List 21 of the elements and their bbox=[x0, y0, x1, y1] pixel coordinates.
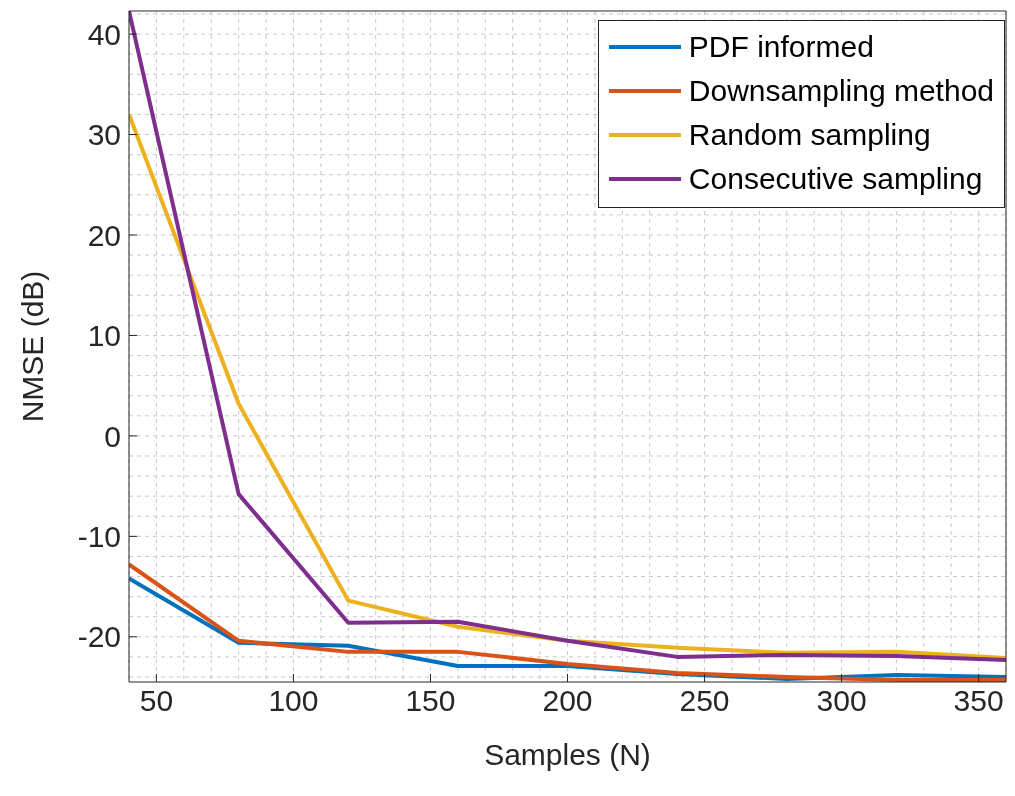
y-tick-label: -10 bbox=[77, 520, 121, 553]
legend-label: PDF informed bbox=[688, 29, 874, 65]
x-axis-title: Samples (N) bbox=[484, 738, 651, 771]
y-axis-title: NMSE (dB) bbox=[15, 270, 49, 423]
x-tick-label: 50 bbox=[139, 684, 174, 718]
legend-label: Consecutive sampling bbox=[688, 161, 983, 197]
y-tick-label: -20 bbox=[77, 620, 121, 654]
y-tick-label: 40 bbox=[87, 17, 121, 51]
y-tick-label: 10 bbox=[87, 319, 121, 353]
y-tick-label: 0 bbox=[104, 419, 121, 453]
x-tick-label: 100 bbox=[268, 684, 319, 718]
x-tick-label: 350 bbox=[953, 684, 1004, 718]
x-tick-label: 150 bbox=[405, 684, 456, 718]
line-series bbox=[129, 112, 1006, 660]
y-tick-label: 30 bbox=[87, 118, 121, 152]
x-tick-label: 250 bbox=[679, 684, 730, 718]
legend-label: Downsampling method bbox=[688, 73, 994, 109]
legend-label: Random sampling bbox=[688, 117, 931, 153]
x-tick-label: 200 bbox=[542, 684, 593, 718]
x-tick-label: 300 bbox=[816, 684, 867, 718]
y-tick-label: 20 bbox=[87, 218, 121, 252]
